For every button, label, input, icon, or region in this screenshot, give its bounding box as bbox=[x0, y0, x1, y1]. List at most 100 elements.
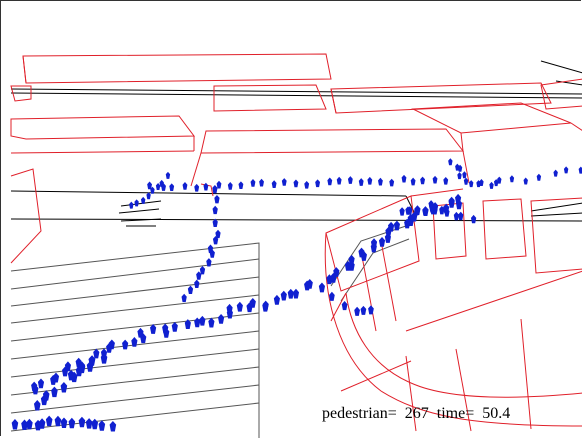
pedestrian-figure bbox=[367, 176, 373, 185]
pedestrian-figure bbox=[134, 199, 139, 207]
pedestrian-figure bbox=[33, 400, 41, 411]
pedestrian-figure bbox=[91, 418, 99, 430]
pedestrian-figure bbox=[523, 177, 528, 185]
pedestrian-figure bbox=[31, 381, 38, 392]
pedestrian-figure bbox=[236, 301, 243, 312]
pedestrian-figure bbox=[468, 180, 474, 188]
pedestrian-figure bbox=[360, 305, 367, 315]
pedestrian-figure bbox=[54, 415, 62, 427]
status-readout: pedestrian= 267 time= 50.4 bbox=[322, 405, 510, 423]
pedestrian-figure bbox=[489, 181, 494, 189]
pedestrian-figure bbox=[140, 333, 147, 344]
pedestrian-figure bbox=[354, 306, 360, 316]
pedestrian-figure bbox=[393, 220, 401, 231]
pedestrian-figure bbox=[208, 317, 215, 328]
pedestrian-figure bbox=[212, 218, 218, 228]
pedestrian-figure bbox=[448, 197, 455, 208]
pedestrian-figure bbox=[78, 362, 86, 374]
pedestrian-figure bbox=[52, 372, 60, 383]
pedestrian-figure bbox=[26, 418, 33, 430]
time-value: 50.4 bbox=[482, 405, 511, 422]
pedestrian-figure bbox=[422, 206, 428, 216]
pedestrian-figure bbox=[60, 417, 68, 428]
pedestrian-figure bbox=[292, 288, 300, 299]
pedestrian-figure bbox=[462, 171, 467, 179]
pedestrian-figure bbox=[155, 182, 161, 190]
pedestrian-figure bbox=[68, 417, 76, 429]
pedestrian-figure bbox=[315, 179, 321, 188]
pedestrian-figure bbox=[378, 236, 386, 247]
pedestrian-figure bbox=[140, 196, 146, 204]
pedestrian-figure bbox=[194, 183, 200, 192]
pedestrian-count: 267 bbox=[404, 405, 429, 422]
pedestrian-figure bbox=[271, 180, 277, 188]
pedestrian-figure bbox=[536, 173, 542, 181]
pedestrian-figure bbox=[304, 180, 310, 189]
pedestrian-figure bbox=[448, 158, 453, 166]
pedestrian-figure bbox=[428, 200, 434, 209]
pedestrian-figure bbox=[194, 317, 201, 328]
pedestrian-figure bbox=[281, 178, 287, 186]
pedestrian-figure bbox=[389, 178, 395, 187]
pedestrian-label: pedestrian= bbox=[322, 405, 397, 422]
pedestrian-figure bbox=[93, 348, 100, 359]
pedestrian-figure bbox=[70, 371, 78, 383]
pedestrian-figure bbox=[227, 182, 233, 190]
pedestrian-figure bbox=[131, 337, 138, 347]
pedestrian-figure bbox=[360, 251, 367, 261]
pedestrian-figure bbox=[212, 184, 218, 194]
pedestrian-figure bbox=[88, 355, 96, 366]
pedestrian-figure bbox=[209, 249, 215, 258]
pedestrian-figure bbox=[347, 176, 353, 184]
pedestrian-figure bbox=[182, 182, 188, 190]
pedestrian-figure bbox=[358, 178, 364, 186]
pedestrian-figure bbox=[368, 305, 374, 315]
pedestrian-figure bbox=[212, 205, 218, 215]
pedestrian-figure bbox=[194, 279, 200, 289]
pedestrian-figure bbox=[238, 181, 244, 190]
pedestrian-figure bbox=[407, 206, 413, 215]
pedestrian-figure bbox=[457, 164, 463, 172]
buildings bbox=[10, 53, 582, 432]
pedestrian-figure bbox=[214, 194, 220, 204]
pedestrian-figure bbox=[37, 378, 45, 389]
pedestrian-figure bbox=[493, 179, 499, 187]
pedestrian-figure bbox=[187, 285, 194, 295]
pedestrian-figure bbox=[226, 303, 233, 314]
time-label: time= bbox=[436, 405, 475, 422]
pedestrian-figure bbox=[333, 267, 340, 277]
pedestrian-figure bbox=[60, 381, 68, 393]
pedestrian-figure bbox=[453, 211, 460, 221]
pedestrian-figure bbox=[457, 172, 462, 180]
pedestrian-figure bbox=[401, 174, 407, 183]
pedestrian-figure bbox=[420, 176, 426, 185]
pedestrian-figure bbox=[329, 291, 335, 301]
pedestrian-figure bbox=[348, 254, 355, 265]
pedestrian-figure bbox=[306, 278, 313, 289]
pedestrian-figure bbox=[51, 386, 58, 398]
pedestrian-figure bbox=[341, 301, 348, 311]
pedestrian-figure bbox=[45, 415, 53, 427]
pedestrian-figure bbox=[181, 293, 187, 303]
pedestrian-figure bbox=[470, 214, 477, 224]
pedestrian-figure bbox=[432, 206, 438, 215]
pedestrian-figure bbox=[184, 319, 191, 329]
pedestrian-figure bbox=[262, 300, 269, 311]
pedestrian-figure bbox=[327, 177, 333, 186]
pedestrian-figure bbox=[122, 339, 129, 350]
pedestrian-figure bbox=[444, 208, 450, 217]
pedestrian-figure bbox=[21, 419, 28, 431]
pedestrian-figure bbox=[196, 271, 202, 280]
pedestrian-figure bbox=[497, 176, 502, 184]
pedestrian-layer bbox=[11, 158, 582, 432]
pedestrian-figure bbox=[215, 229, 221, 239]
pedestrian-figure bbox=[249, 297, 256, 308]
pedestrian-figure bbox=[293, 179, 299, 188]
pedestrian-figure bbox=[578, 166, 582, 174]
pedestrian-figure bbox=[217, 313, 225, 324]
pedestrian-figure bbox=[146, 192, 151, 200]
pedestrian-figure bbox=[509, 175, 515, 183]
pedestrian-figure bbox=[199, 265, 206, 275]
pedestrian-figure bbox=[212, 235, 219, 245]
